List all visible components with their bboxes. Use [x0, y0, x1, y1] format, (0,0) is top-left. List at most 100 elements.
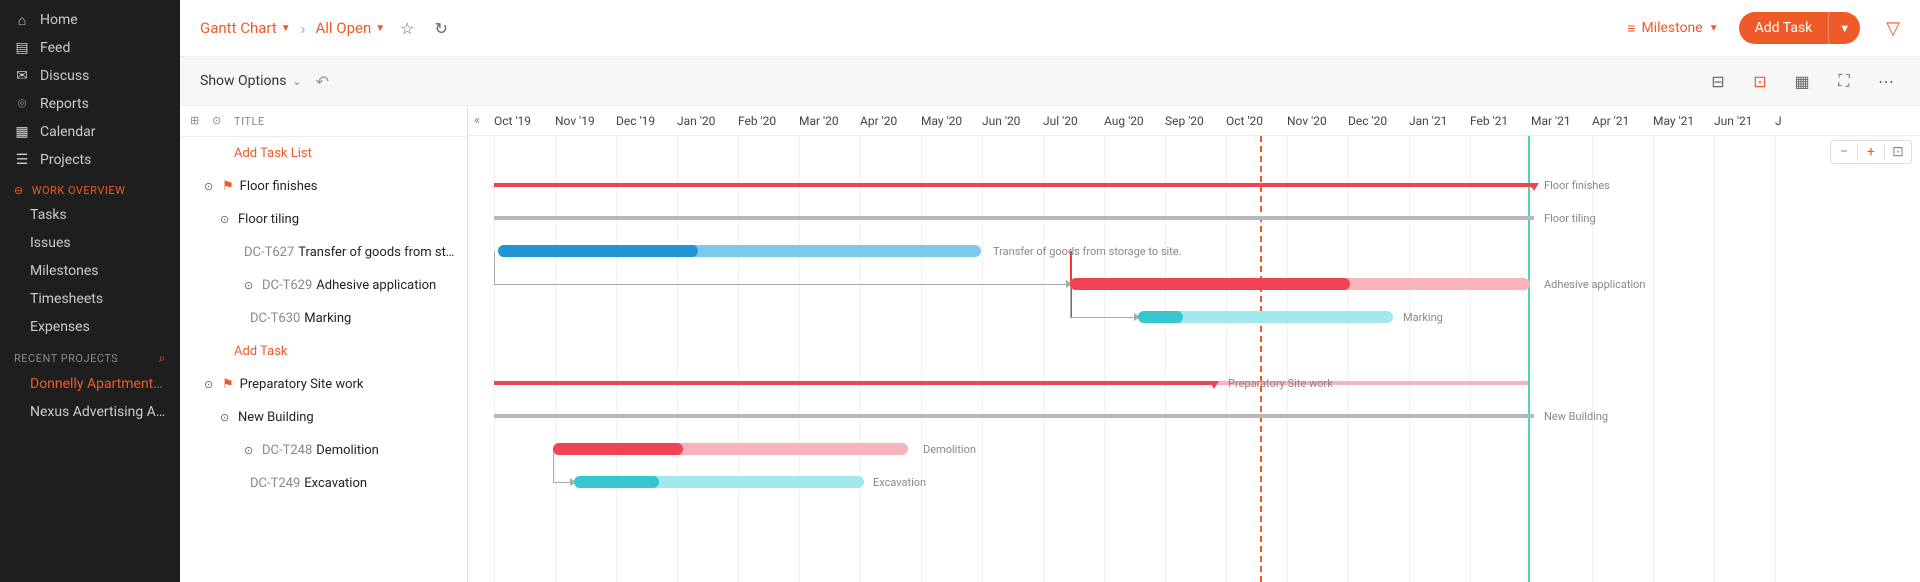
- show-options-label: Show Options: [200, 73, 286, 89]
- chevron-down-icon[interactable]: ⊙: [204, 180, 218, 193]
- sidebar-item-milestones[interactable]: Milestones: [0, 257, 180, 285]
- caret-down-icon: ▼: [375, 23, 385, 34]
- sidebar-item-reports[interactable]: ⌾Reports: [0, 90, 180, 118]
- sidebar-item-feed[interactable]: ▤Feed: [0, 34, 180, 62]
- task-label: New Building: [238, 410, 314, 425]
- month-label: Nov '20: [1287, 114, 1348, 128]
- projects-icon: ☰: [14, 152, 30, 168]
- collapse-left-icon[interactable]: «: [474, 113, 480, 128]
- critical-path-icon[interactable]: ⊡: [1746, 67, 1774, 95]
- more-icon[interactable]: ⋯: [1872, 67, 1900, 95]
- gantt-task-bar[interactable]: [553, 443, 908, 455]
- undo-button[interactable]: ↶: [316, 72, 329, 91]
- gantt-chart[interactable]: « Oct '19Nov '19Dec '19Jan '20Feb '20Mar…: [468, 106, 1920, 582]
- sidebar-item-discuss[interactable]: ✉ Discuss: [0, 62, 180, 90]
- fit-icon[interactable]: ⊟: [1704, 67, 1732, 95]
- gantt-bar-label: Preparatory Site work: [1228, 377, 1333, 390]
- add-task-link[interactable]: Add Task: [180, 335, 467, 368]
- show-options-button[interactable]: Show Options ⌄: [200, 73, 302, 89]
- caret-down-icon: ▼: [1709, 23, 1719, 34]
- month-label: Mar '21: [1531, 114, 1592, 128]
- sidebar-item-tasks[interactable]: Tasks: [0, 201, 180, 229]
- task-id: DC-T630: [250, 311, 300, 326]
- gantt-task-bar[interactable]: [498, 245, 981, 257]
- main: Gantt Chart ▼ › All Open ▼ ☆ ↻ ≡ Milesto…: [180, 0, 1920, 582]
- month-label: May '21: [1653, 114, 1714, 128]
- milestone-button[interactable]: ≡ Milestone ▼: [1617, 14, 1728, 43]
- hierarchy-icon[interactable]: ⊞: [190, 114, 204, 128]
- work-overview-label: WORK OVERVIEW: [32, 184, 126, 197]
- filter-selector[interactable]: All Open ▼: [315, 19, 385, 37]
- expand-icon[interactable]: ⊙: [212, 114, 226, 128]
- task-label: Demolition: [316, 443, 379, 458]
- favorite-button[interactable]: ☆: [395, 16, 419, 40]
- chevron-down-icon[interactable]: ⊙: [220, 411, 234, 424]
- view-selector[interactable]: Gantt Chart ▼: [200, 19, 291, 37]
- search-icon[interactable]: ⌕: [159, 351, 166, 366]
- refresh-button[interactable]: ↻: [429, 16, 453, 40]
- add-task-list-link[interactable]: Add Task List: [180, 137, 467, 170]
- gantt-summary-bar[interactable]: [494, 216, 1534, 220]
- add-task-button[interactable]: Add Task: [1739, 12, 1829, 44]
- fullscreen-icon[interactable]: ⛶: [1830, 67, 1858, 95]
- gantt-bar-label: Floor finishes: [1544, 179, 1610, 192]
- gantt-task-bar[interactable]: [1138, 311, 1393, 323]
- sidebar-item-calendar[interactable]: ▦Calendar: [0, 118, 180, 146]
- options-bar: Show Options ⌄ ↶ ⊟ ⊡ ▦ ⛶ ⋯: [180, 57, 1920, 106]
- month-label: Jul '20: [1043, 114, 1104, 128]
- task-id: DC-T627: [244, 245, 294, 260]
- task-row[interactable]: ⊙DC-T248Demolition: [180, 434, 467, 467]
- topbar: Gantt Chart ▼ › All Open ▼ ☆ ↻ ≡ Milesto…: [180, 0, 1920, 57]
- filter-icon[interactable]: ▽: [1886, 18, 1900, 39]
- recent-project-item[interactable]: Nexus Advertising Agen: [0, 398, 180, 426]
- calendar-icon[interactable]: ▦: [1788, 67, 1816, 95]
- title-column-header: TITLE: [234, 115, 265, 128]
- task-label: Marking: [304, 311, 351, 326]
- sidebar-item-expenses[interactable]: Expenses: [0, 313, 180, 341]
- recent-projects-section[interactable]: RECENT PROJECTS ⌕: [0, 341, 180, 370]
- task-row[interactable]: ⊙DC-T629Adhesive application: [180, 269, 467, 302]
- task-group-row[interactable]: ⊙⚑Floor finishes: [180, 170, 467, 203]
- gantt-bar-label: Demolition: [923, 443, 976, 456]
- task-group-row[interactable]: ⊙ New Building: [180, 401, 467, 434]
- chevron-down-icon[interactable]: ⊙: [204, 378, 218, 391]
- gantt-body[interactable]: − + ⊡ Floor finishesFloor tilingTransfer…: [468, 136, 1920, 582]
- gantt-task-bar[interactable]: [1070, 278, 1530, 290]
- task-group-row[interactable]: ⊙⚑Preparatory Site work: [180, 368, 467, 401]
- task-row[interactable]: DC-T627Transfer of goods from storage to…: [180, 236, 467, 269]
- flag-icon: ⚑: [222, 377, 234, 392]
- sidebar-item-issues[interactable]: Issues: [0, 229, 180, 257]
- content: ⊞ ⊙ TITLE Add Task List⊙⚑Floor finishes⊙…: [180, 106, 1920, 582]
- month-label: Jan '21: [1409, 114, 1470, 128]
- gantt-task-bar[interactable]: [574, 476, 864, 488]
- discuss-icon: ✉: [14, 68, 30, 84]
- zoom-in-button[interactable]: +: [1858, 141, 1884, 163]
- chevron-down-icon[interactable]: ⊙: [244, 279, 258, 292]
- month-label: Feb '20: [738, 114, 799, 128]
- month-label: J: [1775, 114, 1836, 128]
- task-row[interactable]: DC-T249Excavation: [180, 467, 467, 500]
- add-task-dropdown[interactable]: ▼: [1828, 12, 1860, 44]
- zoom-fit-button[interactable]: ⊡: [1885, 141, 1911, 163]
- home-icon: ⌂: [14, 12, 30, 28]
- task-row[interactable]: DC-T630 Marking: [180, 302, 467, 335]
- sidebar-item-label: Calendar: [40, 124, 96, 140]
- task-group-row[interactable]: ⊙Floor tiling: [180, 203, 467, 236]
- month-label: Mar '20: [799, 114, 860, 128]
- month-label: Nov '19: [555, 114, 616, 128]
- feed-icon: ▤: [14, 40, 30, 56]
- recent-project-item[interactable]: Donnelly Apartments C: [0, 370, 180, 398]
- work-overview-section[interactable]: ⊖ WORK OVERVIEW: [0, 174, 180, 201]
- chevron-down-icon[interactable]: ⊙: [244, 444, 258, 457]
- gantt-bar-label: Floor tiling: [1544, 212, 1596, 225]
- gantt-summary-bar[interactable]: [494, 381, 1214, 385]
- gantt-summary-bar[interactable]: [494, 414, 1534, 418]
- chevron-down-icon[interactable]: ⊙: [220, 213, 234, 226]
- zoom-out-button[interactable]: −: [1831, 141, 1857, 163]
- sidebar-item-label: Discuss: [40, 68, 89, 84]
- caret-down-icon: ▼: [281, 23, 291, 34]
- sidebar-item-timesheets[interactable]: Timesheets: [0, 285, 180, 313]
- sidebar-item-home[interactable]: ⌂Home: [0, 6, 180, 34]
- gantt-summary-bar[interactable]: [494, 183, 1534, 187]
- sidebar-item-projects[interactable]: ☰Projects: [0, 146, 180, 174]
